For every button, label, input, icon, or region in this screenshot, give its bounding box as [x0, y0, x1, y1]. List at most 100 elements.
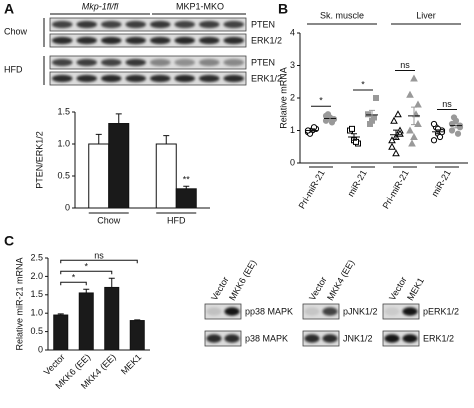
protein-label: p38 MAPK [245, 333, 288, 343]
y-axis-label: Relative mRNA [278, 67, 288, 129]
blot-band [76, 20, 98, 29]
data-point [390, 116, 398, 124]
blot-band [206, 334, 222, 343]
data-point [388, 142, 396, 150]
significance-bracket [60, 259, 138, 264]
blot-band [125, 58, 147, 67]
condition-label: HFD [4, 64, 23, 74]
data-point [454, 130, 462, 137]
error-bar [351, 133, 357, 141]
protein-label: ERK1/2 [251, 73, 282, 83]
y-tick-label: 2.5 [30, 252, 43, 262]
data-point [367, 121, 373, 127]
blot-band [322, 307, 338, 316]
blot-band [76, 58, 98, 67]
significance-label: * [72, 273, 76, 283]
y-tick-label: 1 [290, 125, 295, 135]
data-point [392, 149, 400, 157]
blot-band [198, 20, 220, 29]
lane-label: MKK6 (EE) [227, 258, 258, 302]
blot-band [174, 58, 196, 67]
panel-letter: B [278, 1, 288, 17]
y-tick-label: 1.0 [57, 138, 70, 148]
blot-strip [49, 71, 247, 86]
blot-band [206, 307, 222, 316]
bar [88, 143, 110, 209]
blot-band [224, 334, 240, 343]
error-bar [163, 135, 170, 144]
blot-band [223, 74, 245, 83]
blot-band [76, 36, 98, 45]
y-tick-label: 0 [38, 344, 43, 354]
y-tick-label: 0.5 [57, 170, 70, 180]
x-tick-label: HFD [167, 215, 186, 225]
bar [108, 123, 130, 209]
blot-strip [49, 55, 247, 70]
group-label: Liver [416, 10, 436, 20]
blot-band [322, 334, 338, 343]
data-point [430, 120, 438, 128]
blot-band [100, 74, 122, 83]
data-point [430, 137, 438, 144]
blot-band [149, 58, 171, 67]
blot-band [223, 58, 245, 67]
blot-band [100, 36, 122, 45]
bar [104, 286, 120, 351]
data-point [414, 100, 422, 108]
data-point [388, 136, 396, 144]
blot-band [223, 20, 245, 29]
error-bar [57, 313, 64, 316]
y-tick-label: 1.0 [30, 308, 43, 318]
bar [78, 292, 94, 351]
blot-band [100, 58, 122, 67]
blot-band [304, 334, 320, 343]
error-bar [183, 185, 190, 189]
x-tick-label: Pri-miR-21 [381, 168, 411, 210]
data-point [414, 119, 422, 127]
blot-band [51, 36, 73, 45]
blot-band [149, 20, 171, 29]
error-bar [108, 277, 115, 288]
error-bar [393, 129, 399, 140]
blot-band [174, 20, 196, 29]
genotype-label: Mkp-1fl/fl [82, 1, 120, 11]
x-tick-label: miR-21 [430, 168, 453, 198]
blot-strip [49, 17, 247, 32]
blot-band [402, 334, 418, 343]
blot-band [100, 20, 122, 29]
data-point [328, 119, 336, 126]
x-tick-label: Pri-miR-21 [297, 168, 327, 210]
significance-label: ** [183, 175, 191, 185]
blot-band [198, 74, 220, 83]
blot-band [384, 307, 400, 316]
protein-label: JNK1/2 [343, 333, 373, 343]
protein-label: pp38 MAPK [245, 306, 293, 316]
data-point [394, 110, 402, 118]
data-point [410, 132, 418, 140]
blot-band [223, 36, 245, 45]
significance-label: * [84, 262, 88, 272]
bar [129, 320, 145, 351]
blot-band [51, 58, 73, 67]
significance-label: * [361, 79, 365, 89]
data-point [450, 114, 458, 121]
error-bar [453, 122, 459, 129]
significance-label: ns [442, 99, 452, 109]
data-point [406, 90, 414, 98]
x-tick-label: miR-21 [346, 168, 369, 198]
error-bar [309, 128, 315, 133]
blot-band [125, 36, 147, 45]
protein-label: pERK1/2 [423, 306, 459, 316]
blot-band [198, 36, 220, 45]
y-tick-label: 2.0 [30, 271, 43, 281]
group-label: Sk. muscle [320, 10, 364, 20]
blot-band [384, 334, 400, 343]
blot-strip [49, 33, 247, 48]
error-bar [435, 129, 441, 135]
y-tick-label: 0 [290, 157, 295, 167]
blot-band [198, 58, 220, 67]
protein-label: PTEN [251, 19, 275, 29]
blot-band [125, 74, 147, 83]
